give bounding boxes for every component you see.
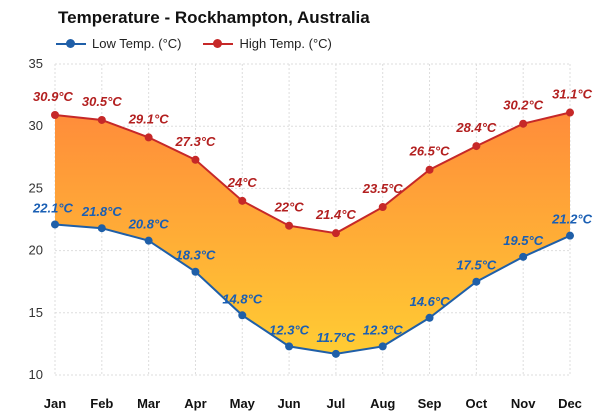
low-temp-data-label: 12.3°C [363, 322, 404, 337]
high-temp-point [566, 108, 574, 117]
high-temp-point [331, 229, 340, 238]
low-temp-data-label: 12.3°C [269, 322, 310, 337]
low-temp-data-label: 14.6°C [410, 294, 451, 309]
legend-item-high[interactable]: High Temp. (°C) [203, 36, 332, 51]
low-temp-point [425, 313, 434, 322]
x-tick-label: Nov [511, 396, 536, 411]
x-tick-label: Sep [418, 396, 442, 411]
legend: Low Temp. (°C) High Temp. (°C) [56, 36, 354, 51]
low-temp-point [191, 267, 200, 276]
low-temp-point [285, 342, 294, 351]
high-temp-data-label: 23.5°C [362, 181, 404, 196]
high-temp-data-label: 28.4°C [455, 120, 497, 135]
axis-layer: 10 15 20 25 30 35 Jan Feb Mar Apr May Jun Jul Aug Sep O… [29, 56, 582, 411]
low-temp-line [54, 223, 571, 355]
y-tick-label: 15 [29, 305, 43, 320]
point-layer [51, 108, 574, 358]
low-temp-point [144, 236, 153, 245]
high-temp-point [238, 196, 247, 205]
x-tick-label: Aug [370, 396, 395, 411]
chart-title: Temperature - Rockhampton, Australia [58, 8, 370, 27]
high-temp-data-label: 26.5°C [409, 144, 451, 159]
low-temp-data-label: 18.3°C [176, 248, 217, 263]
high-temp-data-label: 30.2°C [503, 98, 544, 113]
high-temp-point [519, 119, 528, 128]
low-temp-point [519, 252, 528, 261]
legend-swatch-high [203, 38, 234, 49]
high-temp-point [51, 111, 59, 120]
x-tick-label: Feb [90, 396, 113, 411]
high-temp-data-label: 27.3°C [175, 134, 217, 149]
y-tick-label: 35 [29, 56, 43, 71]
label-layer: 22.1°C 21.8°C 20.8°C 18.3°C 14.8°C 12.3°C 11.7… [32, 87, 593, 345]
high-temp-data-label: 22°C [274, 200, 305, 215]
legend-item-low[interactable]: Low Temp. (°C) [56, 36, 181, 51]
low-temp-point [238, 311, 247, 320]
x-tick-label: Jan [44, 396, 66, 411]
low-temp-data-label: 21.8°C [81, 204, 123, 219]
low-temp-data-label: 17.5°C [456, 258, 497, 273]
high-temp-line [54, 111, 571, 235]
low-temp-point [566, 231, 574, 240]
low-temp-point [51, 220, 59, 229]
high-temp-data-label: 30.5°C [82, 94, 123, 109]
y-tick-label: 10 [29, 367, 43, 382]
high-temp-point [472, 142, 481, 151]
x-tick-label: Jun [278, 396, 301, 411]
low-temp-data-label: 20.8°C [128, 217, 170, 232]
high-temp-data-label: 24°C [227, 175, 258, 190]
legend-swatch-low [56, 38, 86, 49]
x-tick-label: Jul [327, 396, 346, 411]
high-temp-point [425, 165, 434, 174]
y-tick-label: 20 [29, 243, 43, 258]
low-temp-data-label: 11.7°C [316, 330, 356, 345]
low-temp-data-label: 22.1°C [32, 200, 74, 215]
legend-label-low: Low Temp. (°C) [92, 36, 182, 51]
y-tick-label: 30 [29, 118, 43, 133]
high-temp-point [144, 133, 153, 142]
x-tick-label: Dec [558, 396, 582, 411]
high-temp-point [285, 221, 294, 230]
low-temp-point [472, 277, 481, 286]
high-temp-data-label: 30.9°C [33, 89, 74, 104]
high-temp-point [97, 115, 106, 124]
y-tick-label: 25 [29, 180, 43, 195]
low-temp-data-label: 21.2°C [551, 212, 593, 227]
x-tick-label: Oct [466, 396, 488, 411]
band-layer [55, 112, 570, 354]
low-temp-point [331, 349, 340, 358]
low-temp-point [97, 224, 106, 233]
low-temp-data-label: 19.5°C [503, 233, 544, 248]
low-temp-point [378, 342, 387, 351]
x-tick-label: Apr [184, 396, 206, 411]
high-temp-data-label: 21.4°C [315, 207, 357, 222]
x-tick-label: Mar [137, 396, 160, 411]
high-temp-data-label: 31.1°C [552, 87, 593, 102]
low-temp-data-label: 14.8°C [222, 291, 263, 306]
x-tick-label: May [230, 396, 256, 411]
high-temp-data-label: 29.1°C [128, 111, 170, 126]
high-temp-point [378, 203, 387, 212]
temperature-range-band [55, 112, 570, 354]
line-layer [54, 111, 571, 355]
high-temp-point [191, 155, 200, 164]
legend-label-high: High Temp. (°C) [239, 36, 332, 51]
